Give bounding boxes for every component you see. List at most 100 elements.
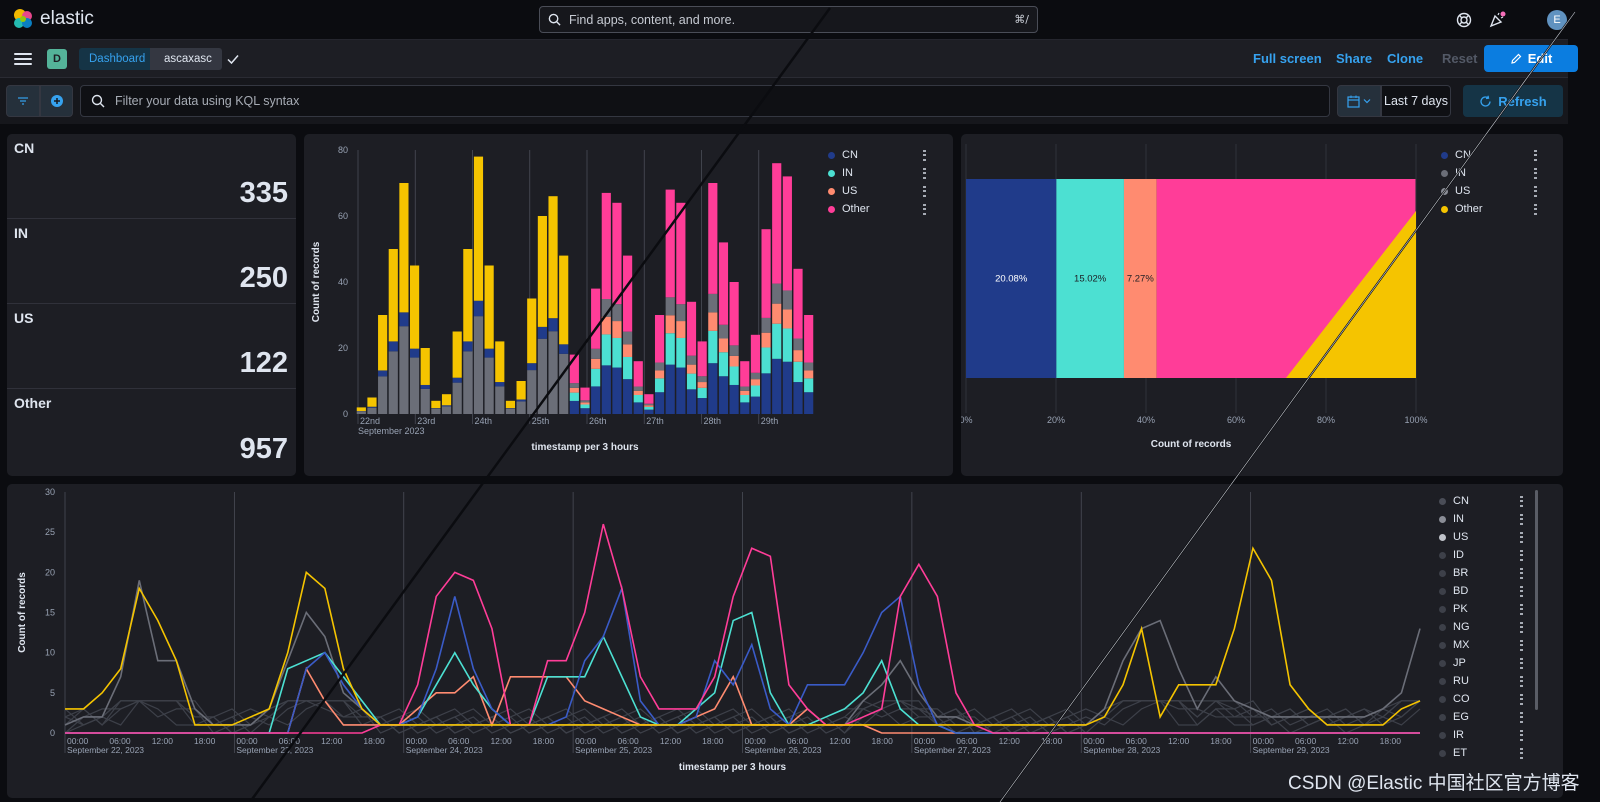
menu-icon[interactable] — [14, 50, 32, 66]
legend-item-ng[interactable]: NG — [1439, 618, 1523, 636]
kebab-icon[interactable] — [1520, 657, 1523, 669]
time-tick-label: 18:00 — [872, 736, 894, 746]
kebab-icon[interactable] — [923, 203, 926, 215]
legend-item-in[interactable]: IN — [1441, 164, 1537, 182]
bar-segment — [633, 386, 643, 391]
kebab-icon[interactable] — [1520, 531, 1523, 543]
legend-item-id[interactable]: ID — [1439, 546, 1523, 564]
refresh-button[interactable]: Refresh — [1463, 85, 1563, 117]
kebab-icon[interactable] — [1520, 711, 1523, 723]
kebab-icon[interactable] — [1520, 585, 1523, 597]
legend-label: US — [1453, 531, 1469, 543]
global-search[interactable]: ⌘/ — [539, 6, 1038, 33]
bar-segment — [484, 357, 494, 414]
bar-segment — [665, 315, 675, 334]
y-tick-label: 5 — [50, 688, 55, 698]
legend-item-et[interactable]: ET — [1439, 744, 1523, 762]
breadcrumb-dashboard[interactable]: Dashboard — [79, 48, 159, 70]
legend-item-ir[interactable]: IR — [1439, 726, 1523, 744]
legend-item-co[interactable]: CO — [1439, 690, 1523, 708]
legend-item-cn[interactable]: CN — [1441, 146, 1537, 164]
legend-item-us[interactable]: US — [1439, 528, 1523, 546]
edit-button[interactable]: Edit — [1484, 45, 1578, 72]
bar-segment — [601, 299, 611, 317]
bar-segment — [537, 216, 547, 327]
kebab-icon[interactable] — [1520, 549, 1523, 561]
bar-segment — [772, 163, 782, 284]
time-tick-label: 18:00 — [1210, 736, 1232, 746]
clone-link[interactable]: Clone — [1387, 51, 1424, 66]
date-quick-menu-button[interactable] — [1337, 85, 1381, 117]
legend-dot — [1439, 641, 1446, 649]
time-tick-label: 06:00 — [617, 736, 639, 746]
kebab-icon[interactable] — [1520, 621, 1523, 633]
kebab-icon[interactable] — [1520, 495, 1523, 507]
legend-item-jp[interactable]: JP — [1439, 654, 1523, 672]
metric-tile-cn[interactable]: CN 335 — [7, 134, 296, 219]
metric-tile-us[interactable]: US 122 — [7, 304, 296, 389]
legend-item-cn[interactable]: CN — [828, 146, 926, 164]
elastic-logo[interactable]: elastic — [12, 8, 94, 30]
kebab-icon[interactable] — [1534, 203, 1537, 215]
kebab-icon[interactable] — [1520, 639, 1523, 651]
kebab-icon[interactable] — [1520, 513, 1523, 525]
bar-segment — [633, 402, 643, 414]
legend-dot — [828, 169, 835, 177]
legend-scrollbar[interactable] — [1535, 490, 1538, 710]
news-button[interactable] — [1487, 10, 1507, 30]
help-lifebuoy-icon — [1456, 12, 1472, 28]
share-link[interactable]: Share — [1336, 51, 1373, 66]
legend-item-ru[interactable]: RU — [1439, 672, 1523, 690]
x-tick-label: 0% — [961, 415, 973, 425]
legend-item-cn[interactable]: CN — [1439, 492, 1523, 510]
legend-item-us[interactable]: US — [828, 182, 926, 200]
kebab-icon[interactable] — [1520, 603, 1523, 615]
reset-link[interactable]: Reset — [1442, 51, 1478, 66]
bar-segment — [750, 379, 760, 386]
y-tick-label: 0 — [343, 409, 348, 419]
kebab-icon[interactable] — [1534, 149, 1537, 161]
legend-item-pk[interactable]: PK — [1439, 600, 1523, 618]
kebab-icon[interactable] — [1520, 747, 1523, 759]
space-avatar[interactable]: D — [47, 49, 67, 69]
pencil-icon — [1510, 53, 1522, 64]
kebab-icon[interactable] — [1534, 167, 1537, 179]
legend-item-other[interactable]: Other — [1441, 200, 1537, 218]
legend-item-in[interactable]: IN — [828, 164, 926, 182]
legend-item-eg[interactable]: EG — [1439, 708, 1523, 726]
bar-segment — [718, 324, 729, 339]
metric-tile-other[interactable]: Other 957 — [7, 389, 296, 474]
time-range-display[interactable]: Last 7 days — [1381, 85, 1451, 117]
legend-item-mx[interactable]: MX — [1439, 636, 1523, 654]
legend-label: IN — [1455, 167, 1466, 179]
help-button[interactable] — [1454, 10, 1474, 30]
bar-segment — [761, 332, 771, 348]
full-screen-link[interactable]: Full screen — [1253, 51, 1322, 66]
metric-value: 335 — [239, 177, 288, 209]
time-tick-label: 12:00 — [1337, 736, 1359, 746]
kebab-icon[interactable] — [1520, 675, 1523, 687]
bar-segment — [463, 351, 473, 414]
kebab-icon[interactable] — [1534, 185, 1537, 197]
kebab-icon[interactable] — [923, 185, 926, 197]
kebab-icon[interactable] — [1520, 693, 1523, 705]
kebab-icon[interactable] — [1520, 567, 1523, 579]
legend-item-bd[interactable]: BD — [1439, 582, 1523, 600]
legend-item-br[interactable]: BR — [1439, 564, 1523, 582]
kql-input[interactable] — [115, 94, 1319, 108]
global-search-input[interactable] — [569, 12, 1007, 27]
legend-item-other[interactable]: Other — [828, 200, 926, 218]
kebab-icon[interactable] — [1520, 729, 1523, 741]
user-avatar[interactable]: E — [1547, 10, 1567, 30]
filter-menu-button[interactable] — [6, 85, 40, 117]
bar-segment — [473, 300, 484, 317]
add-filter-button[interactable] — [40, 85, 73, 117]
legend-item-in[interactable]: IN — [1439, 510, 1523, 528]
kql-query-bar[interactable] — [80, 85, 1330, 117]
kebab-icon[interactable] — [923, 167, 926, 179]
kebab-icon[interactable] — [923, 149, 926, 161]
legend-dot — [1439, 605, 1446, 613]
bar-segment — [388, 249, 398, 342]
metric-tile-in[interactable]: IN 250 — [7, 219, 296, 304]
bar-segment — [559, 344, 569, 354]
